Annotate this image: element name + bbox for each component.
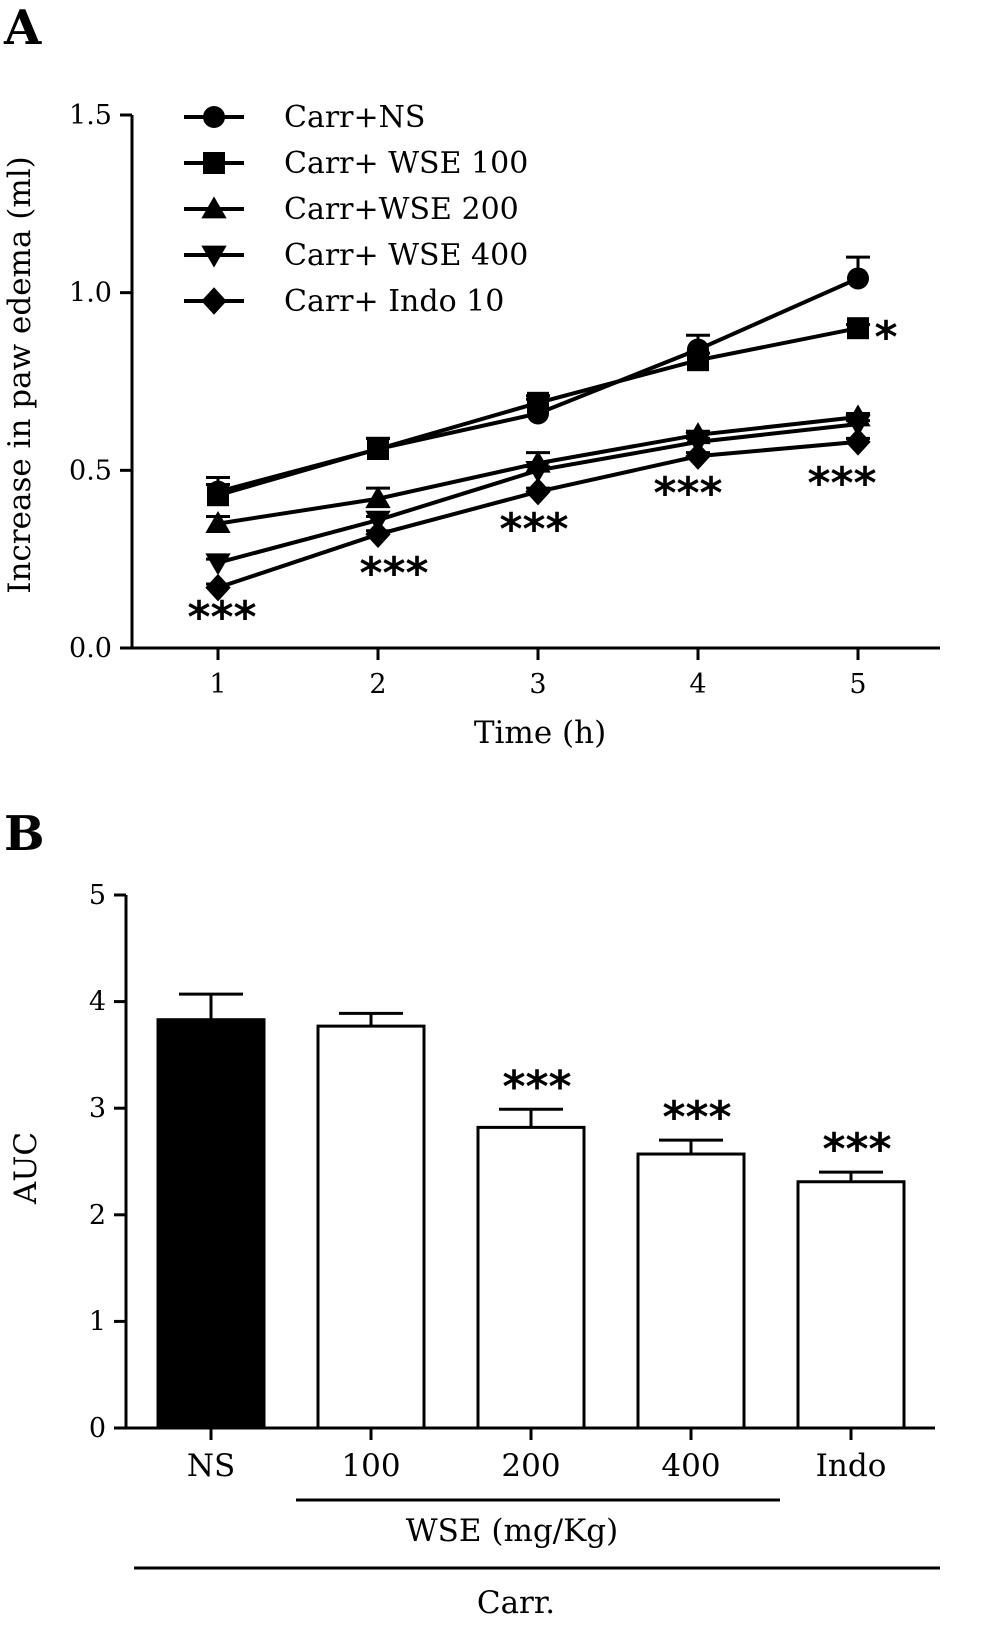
a-legend-label: Carr+ WSE 100 xyxy=(284,146,528,181)
a-legend-label: Carr+ WSE 400 xyxy=(284,238,528,273)
a-series-group xyxy=(205,255,871,602)
a-legend-entry: Carr+ WSE 100 xyxy=(184,146,528,181)
a-legend-marker xyxy=(201,196,227,219)
b-category-label: 400 xyxy=(661,1448,720,1484)
panel-b-bar-chart: 0 1 2 3 4 5 NS 100 200 400 Indo *** *** *** AUC WSE… xyxy=(8,880,940,1621)
a-data-point xyxy=(687,349,709,372)
a-y-ticks: 0.0 0.5 1.0 1.5 xyxy=(69,100,132,664)
a-data-point xyxy=(365,486,391,509)
b-y-tick-label: 3 xyxy=(89,1093,106,1124)
a-data-point xyxy=(365,520,391,549)
b-bar-indo xyxy=(796,1180,906,1430)
a-data-point xyxy=(525,460,551,483)
a-legend-marker xyxy=(201,287,227,315)
a-legend-marker xyxy=(203,152,225,174)
panel-b-label: B xyxy=(4,806,45,862)
a-x-axis-title: Time (h) xyxy=(474,715,606,751)
b-bars xyxy=(156,992,906,1430)
b-bar-ns xyxy=(156,1018,266,1430)
a-significance-mark: *** xyxy=(807,458,876,509)
a-data-point xyxy=(205,510,231,533)
panel-a-line-chart: 0.0 0.5 1.0 1.5 1 2 3 4 5 Time (h) Increase in … xyxy=(2,100,940,751)
b-category-labels: NS 100 200 400 Indo xyxy=(187,1428,887,1484)
a-legend-entry: Carr+WSE 200 xyxy=(184,192,519,227)
a-x-tick-label: 2 xyxy=(369,669,386,700)
b-significance-mark: *** xyxy=(662,1092,731,1143)
a-y-tick-label: 0.0 xyxy=(69,633,112,664)
b-y-axis-title: AUC xyxy=(8,1132,44,1205)
a-x-tick-label: 1 xyxy=(209,669,226,700)
a-data-point xyxy=(205,553,231,576)
a-significance-mark: *** xyxy=(359,548,428,599)
a-series-5 xyxy=(205,428,871,602)
a-data-point xyxy=(685,442,711,470)
a-significance-annotations: ************ **** xyxy=(187,312,897,643)
a-significance-mark: *** xyxy=(499,504,568,555)
a-x-ticks: 1 2 3 4 5 xyxy=(209,648,867,700)
b-category-label: 200 xyxy=(501,1448,560,1484)
a-legend-label: Carr+WSE 200 xyxy=(284,192,519,227)
a-legend-entry: Carr+ WSE 400 xyxy=(184,238,528,273)
b-y-tick-label: 4 xyxy=(89,987,106,1018)
a-x-tick-label: 4 xyxy=(689,669,706,700)
a-legend-label: Carr+NS xyxy=(284,100,425,135)
a-data-point xyxy=(367,438,389,461)
b-category-label: NS xyxy=(187,1448,235,1484)
a-significance-mark: * xyxy=(874,312,897,363)
b-category-label: Indo xyxy=(816,1448,887,1484)
b-y-ticks: 0 1 2 3 4 5 xyxy=(89,880,126,1444)
b-y-tick-label: 2 xyxy=(89,1200,106,1231)
a-series-2 xyxy=(206,317,870,507)
a-significance-mark: *** xyxy=(187,592,256,643)
a-data-point xyxy=(525,477,551,506)
panel-a-label: A xyxy=(3,0,42,56)
a-y-tick-label: 1.0 xyxy=(69,278,112,309)
b-y-tick-label: 0 xyxy=(89,1413,106,1444)
b-y-tick-label: 5 xyxy=(89,880,106,911)
a-x-tick-label: 3 xyxy=(529,669,546,700)
a-data-point xyxy=(847,317,869,340)
a-data-point xyxy=(205,573,231,602)
a-y-tick-label: 0.5 xyxy=(69,455,112,486)
a-x-tick-label: 5 xyxy=(849,669,866,700)
b-bar-100 xyxy=(316,1024,426,1430)
a-data-point xyxy=(207,484,229,507)
wse-group-label: WSE (mg/Kg) xyxy=(406,1513,618,1549)
b-bar-200 xyxy=(476,1125,586,1430)
a-y-axis-title: Increase in paw edema (ml) xyxy=(2,156,38,594)
a-significance-mark: *** xyxy=(653,468,722,519)
b-y-tick-label: 1 xyxy=(89,1306,106,1337)
b-category-label: 100 xyxy=(341,1448,400,1484)
a-data-point xyxy=(845,414,871,437)
b-bar-400 xyxy=(636,1152,746,1430)
b-significance-annotations: *** *** *** xyxy=(502,1061,891,1175)
a-legend: Carr+NS Carr+ WSE 100 Carr+WSE 200 Carr+ WS… xyxy=(184,100,528,319)
a-y-tick-label: 1.5 xyxy=(69,100,112,131)
a-legend-label: Carr+ Indo 10 xyxy=(284,284,504,319)
a-data-point xyxy=(847,267,869,290)
b-significance-mark: *** xyxy=(822,1124,891,1175)
a-data-point xyxy=(845,428,871,456)
carr-group-label: Carr. xyxy=(477,1585,555,1621)
b-significance-mark: *** xyxy=(502,1061,571,1112)
a-legend-marker xyxy=(203,106,225,128)
a-legend-marker xyxy=(201,245,227,268)
a-legend-entry: Carr+ Indo 10 xyxy=(184,284,504,319)
a-data-point xyxy=(527,391,549,414)
a-legend-entry: Carr+NS xyxy=(184,100,425,135)
